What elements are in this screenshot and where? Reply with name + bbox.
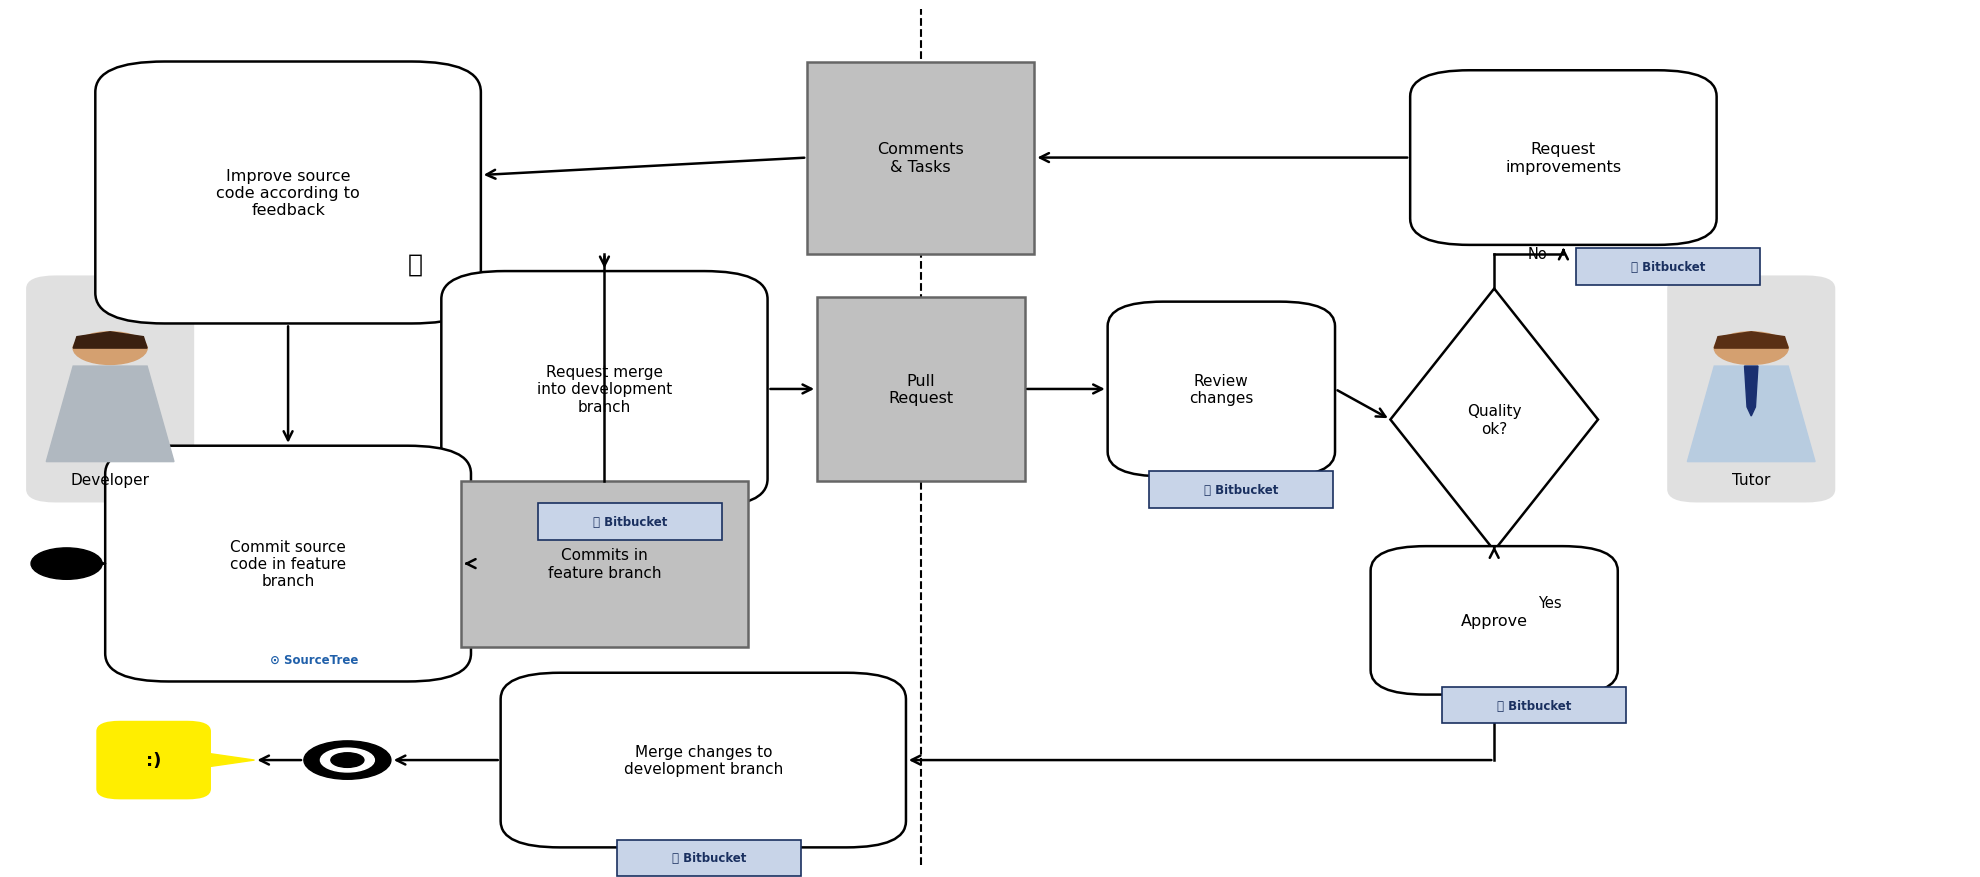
FancyBboxPatch shape	[1148, 472, 1333, 508]
Text: :): :)	[147, 752, 160, 769]
Text: Request merge
into development
branch: Request merge into development branch	[537, 365, 671, 415]
FancyBboxPatch shape	[97, 721, 212, 800]
Polygon shape	[1390, 289, 1598, 551]
Circle shape	[32, 548, 103, 580]
Text: No: No	[1529, 246, 1548, 262]
Text: Review
changes: Review changes	[1190, 374, 1253, 406]
Text: ⓑ Bitbucket: ⓑ Bitbucket	[1204, 483, 1279, 496]
Text: Commits in
feature branch: Commits in feature branch	[548, 548, 661, 581]
Text: Commit source
code in feature
branch: Commit source code in feature branch	[230, 539, 346, 588]
FancyBboxPatch shape	[818, 298, 1024, 481]
FancyBboxPatch shape	[442, 272, 768, 507]
Text: Request
improvements: Request improvements	[1505, 142, 1622, 175]
FancyBboxPatch shape	[95, 62, 481, 324]
FancyBboxPatch shape	[1107, 303, 1335, 477]
Text: ⓑ Bitbucket: ⓑ Bitbucket	[671, 852, 746, 865]
FancyBboxPatch shape	[808, 62, 1034, 254]
Text: Pull
Request: Pull Request	[889, 374, 952, 406]
Text: ⓑ Bitbucket: ⓑ Bitbucket	[1497, 699, 1570, 712]
FancyBboxPatch shape	[105, 446, 471, 681]
FancyBboxPatch shape	[461, 481, 748, 647]
Circle shape	[1715, 332, 1788, 365]
Polygon shape	[1687, 367, 1816, 462]
Text: Tutor: Tutor	[1732, 472, 1770, 487]
Text: 🔨: 🔨	[408, 252, 424, 276]
Text: ⓑ Bitbucket: ⓑ Bitbucket	[592, 516, 667, 529]
FancyBboxPatch shape	[1370, 546, 1618, 695]
Polygon shape	[46, 367, 174, 462]
Circle shape	[321, 748, 374, 772]
Text: Developer: Developer	[71, 472, 150, 487]
Circle shape	[331, 753, 364, 767]
Polygon shape	[1715, 332, 1788, 349]
Text: Improve source
code according to
feedback: Improve source code according to feedbac…	[216, 168, 360, 218]
FancyBboxPatch shape	[1576, 249, 1760, 286]
Text: ⓑ Bitbucket: ⓑ Bitbucket	[1632, 261, 1705, 274]
FancyBboxPatch shape	[1410, 71, 1717, 246]
FancyBboxPatch shape	[501, 673, 907, 847]
Circle shape	[303, 741, 390, 780]
FancyBboxPatch shape	[1441, 687, 1626, 724]
FancyBboxPatch shape	[1667, 276, 1835, 503]
Text: Quality
ok?: Quality ok?	[1467, 404, 1521, 436]
FancyBboxPatch shape	[539, 503, 723, 540]
Polygon shape	[212, 754, 255, 766]
Text: Merge changes to
development branch: Merge changes to development branch	[624, 744, 782, 776]
Circle shape	[73, 332, 147, 365]
Polygon shape	[73, 332, 147, 349]
Text: Comments
& Tasks: Comments & Tasks	[877, 142, 964, 175]
FancyBboxPatch shape	[26, 276, 194, 503]
Text: Approve: Approve	[1461, 613, 1529, 628]
Polygon shape	[1744, 367, 1758, 417]
FancyBboxPatch shape	[618, 839, 802, 876]
Text: ⊙ SourceTree: ⊙ SourceTree	[269, 653, 358, 667]
Text: Yes: Yes	[1538, 595, 1562, 610]
